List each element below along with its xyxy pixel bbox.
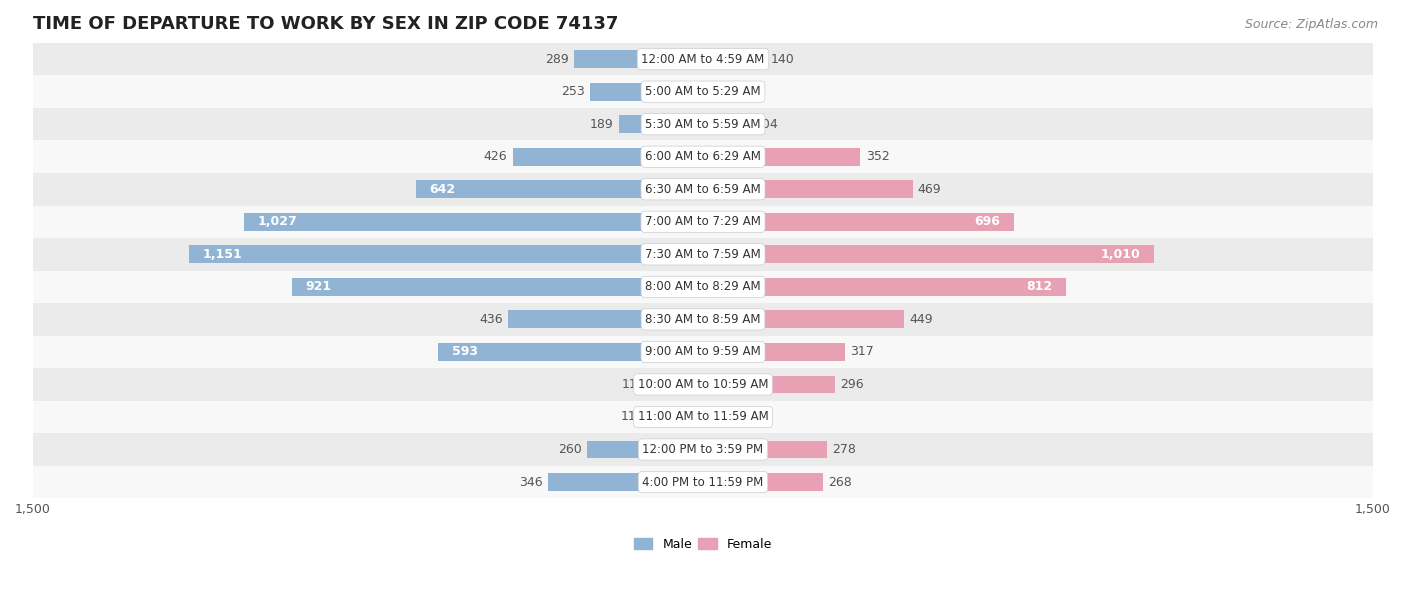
Bar [703, 245, 1154, 263]
Text: Source: ZipAtlas.com: Source: ZipAtlas.com [1244, 18, 1378, 31]
Bar [245, 213, 703, 231]
Text: 104: 104 [755, 118, 779, 131]
Text: 8:00 AM to 8:29 AM: 8:00 AM to 8:29 AM [645, 280, 761, 293]
Bar [586, 440, 703, 459]
Text: 812: 812 [1026, 280, 1052, 293]
Text: 260: 260 [558, 443, 582, 456]
Bar [703, 50, 765, 68]
Text: 278: 278 [832, 443, 856, 456]
Text: 75: 75 [742, 85, 758, 98]
Text: 11:00 AM to 11:59 AM: 11:00 AM to 11:59 AM [638, 411, 768, 424]
Bar [703, 148, 860, 165]
Text: 12:00 PM to 3:59 PM: 12:00 PM to 3:59 PM [643, 443, 763, 456]
Bar [416, 180, 703, 198]
Text: 9:00 AM to 9:59 AM: 9:00 AM to 9:59 AM [645, 346, 761, 358]
Bar [32, 108, 1374, 140]
Text: 593: 593 [451, 346, 478, 358]
Text: 5:00 AM to 5:29 AM: 5:00 AM to 5:29 AM [645, 85, 761, 98]
Bar [703, 343, 845, 361]
Text: 352: 352 [866, 151, 890, 163]
Text: 6:00 AM to 6:29 AM: 6:00 AM to 6:29 AM [645, 151, 761, 163]
Bar [703, 180, 912, 198]
Bar [32, 173, 1374, 205]
Text: 1,151: 1,151 [202, 248, 242, 261]
Bar [703, 311, 904, 328]
Bar [703, 440, 827, 459]
Bar [439, 343, 703, 361]
Text: 26: 26 [720, 411, 735, 424]
Bar [188, 245, 703, 263]
Bar [703, 375, 835, 393]
Text: 921: 921 [305, 280, 330, 293]
Bar [703, 408, 714, 426]
Text: 7:30 AM to 7:59 AM: 7:30 AM to 7:59 AM [645, 248, 761, 261]
Text: 12:00 AM to 4:59 AM: 12:00 AM to 4:59 AM [641, 52, 765, 65]
Bar [32, 43, 1374, 76]
Text: 1,027: 1,027 [257, 215, 298, 228]
Text: 5:30 AM to 5:59 AM: 5:30 AM to 5:59 AM [645, 118, 761, 131]
Text: 4:00 PM to 11:59 PM: 4:00 PM to 11:59 PM [643, 475, 763, 488]
Text: 118: 118 [621, 378, 645, 391]
Text: 426: 426 [484, 151, 508, 163]
Bar [703, 115, 749, 133]
Bar [32, 76, 1374, 108]
Text: 449: 449 [908, 313, 932, 326]
Bar [32, 336, 1374, 368]
Text: 7:00 AM to 7:29 AM: 7:00 AM to 7:29 AM [645, 215, 761, 228]
Text: 642: 642 [430, 183, 456, 196]
Bar [32, 238, 1374, 271]
Text: 317: 317 [851, 346, 873, 358]
Bar [32, 140, 1374, 173]
Text: TIME OF DEPARTURE TO WORK BY SEX IN ZIP CODE 74137: TIME OF DEPARTURE TO WORK BY SEX IN ZIP … [32, 15, 619, 33]
Bar [703, 213, 1014, 231]
Bar [32, 205, 1374, 238]
Bar [508, 311, 703, 328]
Text: 346: 346 [519, 475, 543, 488]
Text: 119: 119 [621, 411, 644, 424]
Text: 469: 469 [918, 183, 942, 196]
Text: 140: 140 [770, 52, 794, 65]
Bar [651, 375, 703, 393]
Bar [32, 271, 1374, 303]
Bar [32, 303, 1374, 336]
Text: 1,010: 1,010 [1101, 248, 1140, 261]
Bar [291, 278, 703, 296]
Bar [650, 408, 703, 426]
Bar [591, 83, 703, 101]
Text: 253: 253 [561, 85, 585, 98]
Text: 6:30 AM to 6:59 AM: 6:30 AM to 6:59 AM [645, 183, 761, 196]
Bar [548, 473, 703, 491]
Text: 268: 268 [828, 475, 852, 488]
Text: 436: 436 [479, 313, 503, 326]
Bar [513, 148, 703, 165]
Text: 10:00 AM to 10:59 AM: 10:00 AM to 10:59 AM [638, 378, 768, 391]
Bar [703, 278, 1066, 296]
Legend: Male, Female: Male, Female [628, 533, 778, 556]
Bar [32, 466, 1374, 498]
Bar [703, 83, 737, 101]
Text: 8:30 AM to 8:59 AM: 8:30 AM to 8:59 AM [645, 313, 761, 326]
Bar [574, 50, 703, 68]
Text: 289: 289 [544, 52, 568, 65]
Bar [32, 400, 1374, 433]
Bar [32, 368, 1374, 400]
Text: 189: 189 [589, 118, 613, 131]
Bar [619, 115, 703, 133]
Bar [32, 433, 1374, 466]
Text: 696: 696 [974, 215, 1001, 228]
Text: 296: 296 [841, 378, 865, 391]
Bar [703, 473, 823, 491]
